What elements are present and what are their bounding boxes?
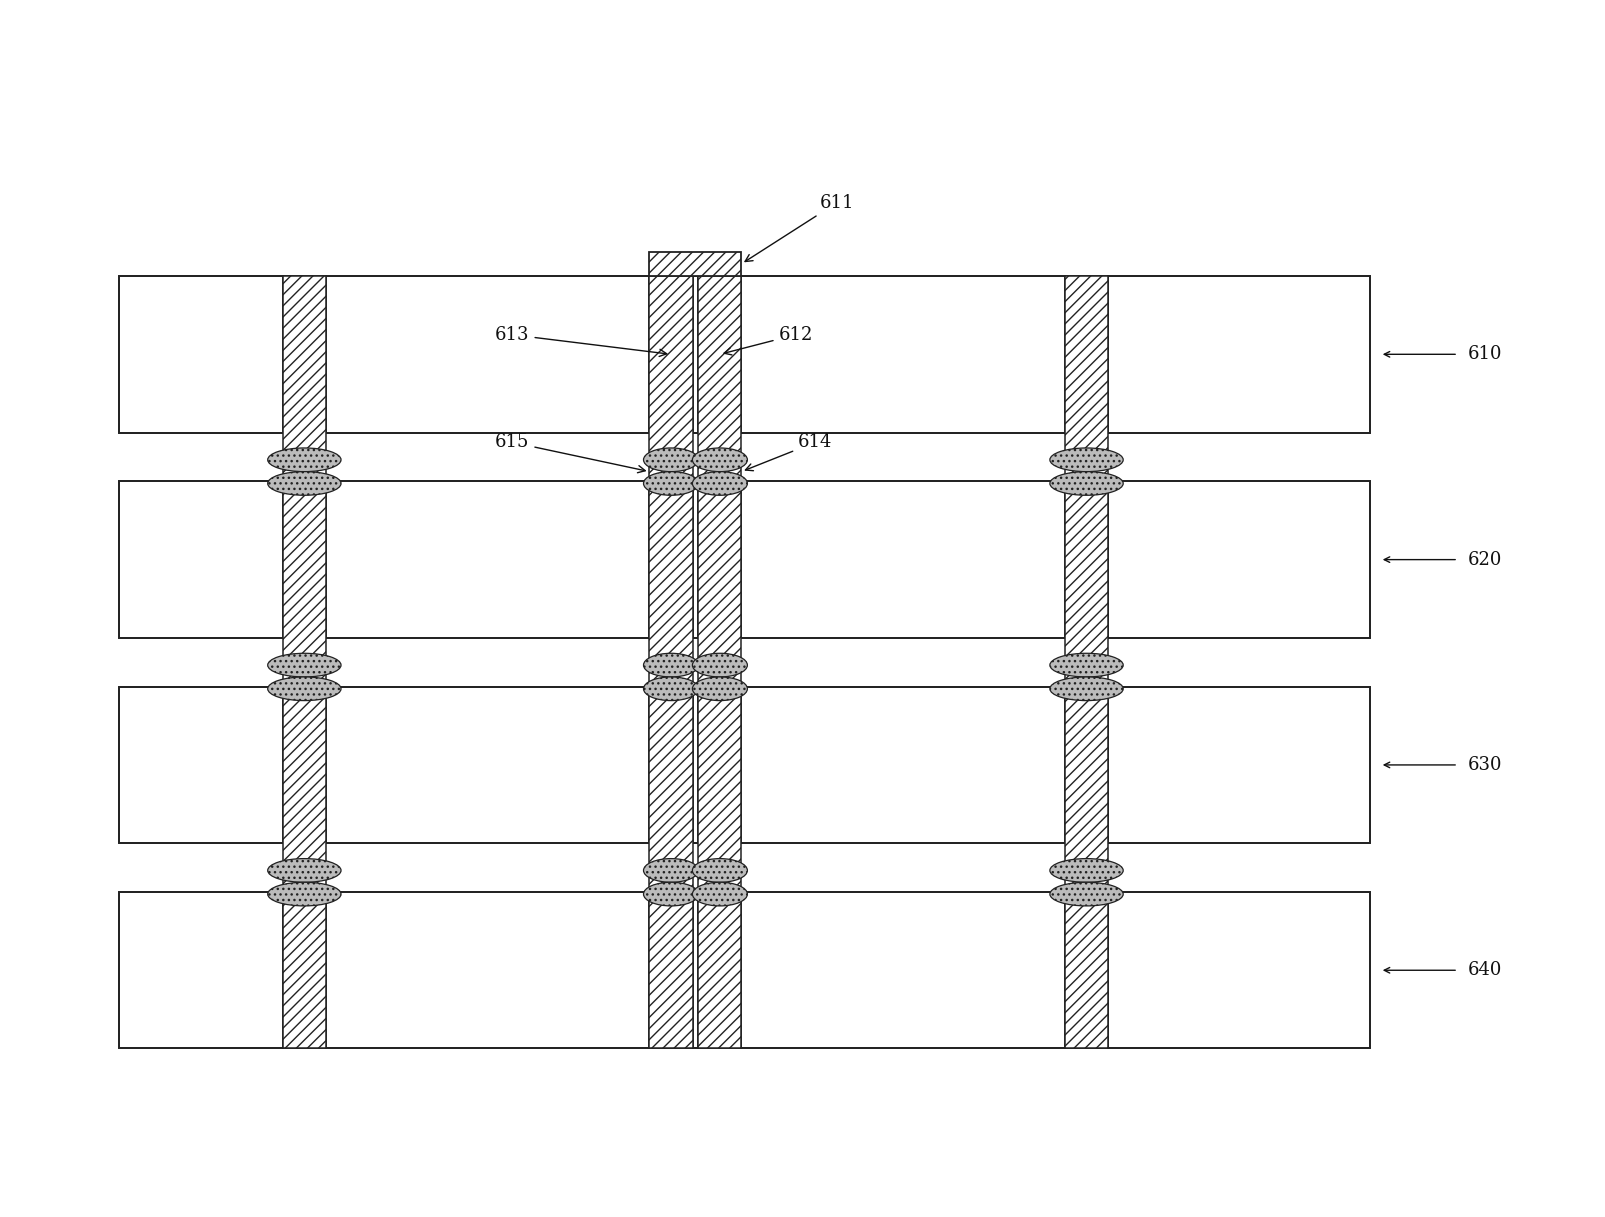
Bar	[692, 276, 698, 432]
Ellipse shape	[644, 859, 698, 882]
Ellipse shape	[268, 677, 340, 701]
Ellipse shape	[644, 448, 698, 472]
Text: 611: 611	[745, 194, 854, 262]
Bar	[119, 892, 282, 1049]
Text: 630: 630	[1467, 756, 1501, 774]
Text: 614: 614	[745, 433, 831, 471]
Ellipse shape	[1050, 472, 1122, 495]
Text: 610: 610	[1467, 346, 1501, 364]
Text: 612: 612	[724, 326, 812, 355]
Ellipse shape	[268, 882, 340, 905]
Bar	[698, 276, 742, 1049]
Ellipse shape	[692, 677, 746, 701]
Ellipse shape	[1050, 654, 1122, 677]
Bar	[1064, 276, 1107, 1049]
Ellipse shape	[1050, 677, 1122, 701]
Ellipse shape	[644, 882, 698, 905]
Bar	[648, 276, 692, 1049]
Bar	[648, 252, 742, 276]
Bar	[326, 482, 648, 638]
Bar	[282, 276, 326, 1049]
Bar	[742, 686, 1064, 843]
Bar	[119, 482, 1369, 638]
Bar	[119, 276, 1369, 432]
Bar	[119, 686, 1369, 843]
Ellipse shape	[268, 859, 340, 882]
Text: 615: 615	[494, 433, 645, 472]
Bar	[1107, 686, 1369, 843]
Ellipse shape	[1050, 448, 1122, 472]
Bar	[742, 892, 1064, 1049]
Bar	[119, 276, 282, 432]
Bar	[742, 276, 1064, 432]
Ellipse shape	[692, 859, 746, 882]
Ellipse shape	[692, 472, 746, 495]
Text: 640: 640	[1467, 961, 1501, 980]
Bar	[119, 686, 282, 843]
Bar	[119, 482, 282, 638]
Bar	[1107, 892, 1369, 1049]
Ellipse shape	[268, 448, 340, 472]
Bar	[692, 686, 698, 843]
Bar	[1107, 482, 1369, 638]
Ellipse shape	[1050, 882, 1122, 905]
Ellipse shape	[644, 654, 698, 677]
Ellipse shape	[268, 472, 340, 495]
Bar	[692, 482, 698, 638]
Bar	[119, 892, 1369, 1049]
Ellipse shape	[692, 882, 746, 905]
Ellipse shape	[692, 654, 746, 677]
Bar	[326, 686, 648, 843]
Bar	[1107, 276, 1369, 432]
Ellipse shape	[268, 654, 340, 677]
Ellipse shape	[644, 472, 698, 495]
Bar	[326, 892, 648, 1049]
Ellipse shape	[1050, 859, 1122, 882]
Ellipse shape	[644, 677, 698, 701]
Bar	[326, 276, 648, 432]
Bar	[742, 482, 1064, 638]
Ellipse shape	[692, 448, 746, 472]
Bar	[692, 892, 698, 1049]
Text: 620: 620	[1467, 550, 1501, 568]
Text: 613: 613	[494, 326, 666, 357]
